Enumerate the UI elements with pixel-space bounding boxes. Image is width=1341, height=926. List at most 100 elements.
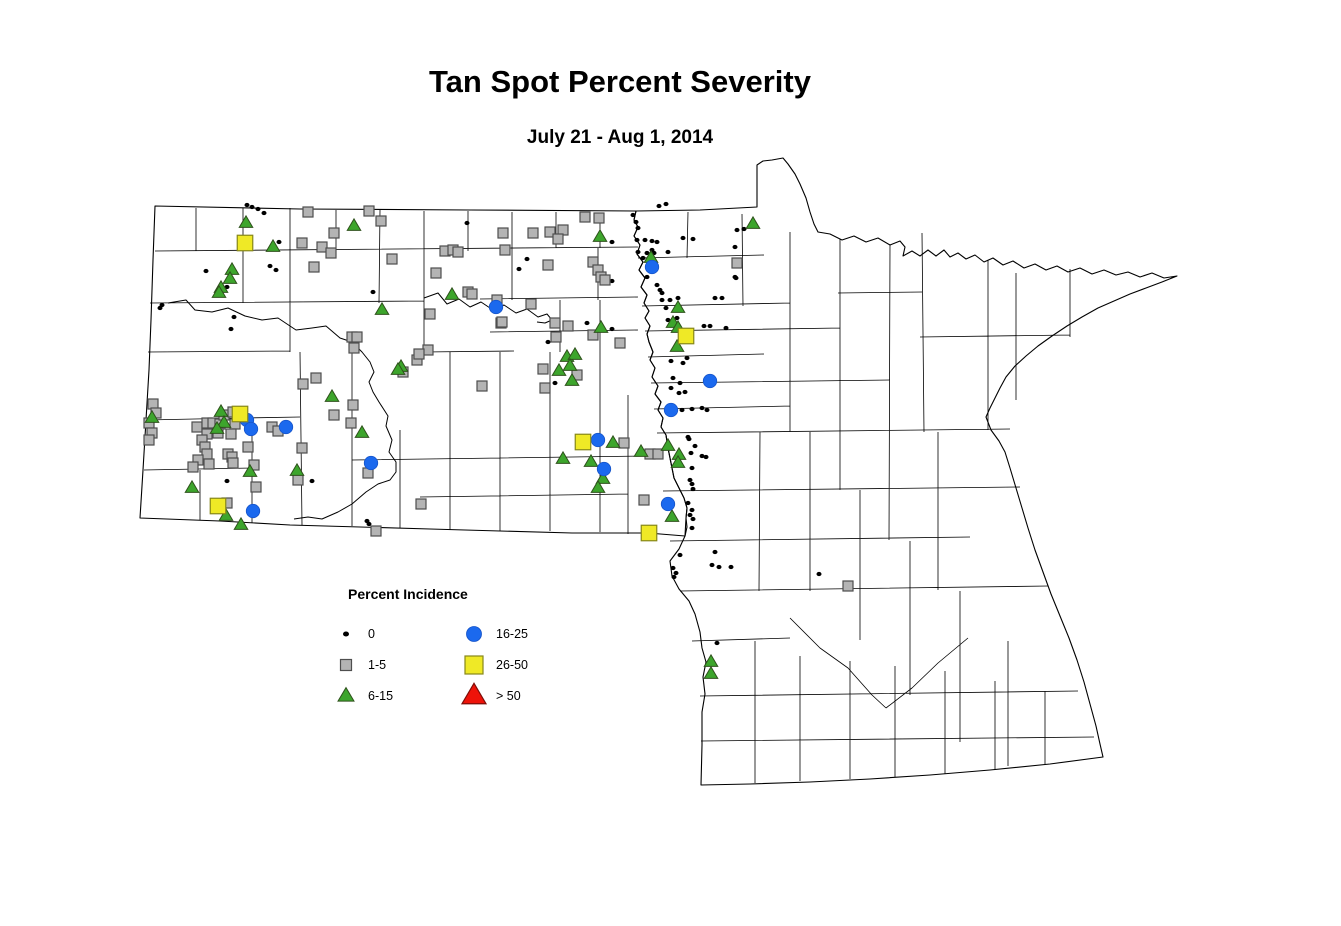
map-point-0 [656,203,662,209]
map-point-0 [680,360,686,366]
map-point-615 [745,215,761,229]
map-point-0 [712,295,718,301]
map-point-615 [222,270,238,284]
legend-marker-square-icon [339,658,353,671]
map-point-15 [363,205,375,217]
map-point-0 [366,521,372,527]
map-point-0 [704,407,710,413]
map-point-15 [539,382,551,394]
map-point-0 [609,278,615,284]
legend-item-1: 1-5 [330,649,458,680]
map-point-0 [665,317,671,323]
legend-marker-square-icon [464,654,484,675]
map-point-0 [249,204,255,210]
map-point-0 [464,220,470,226]
map-point-0 [734,227,740,233]
map-point-615 [233,516,249,530]
map-point-615 [209,420,225,434]
map-point-0 [689,507,695,513]
map-point-15 [599,274,611,286]
map-point-0 [816,571,822,577]
legend-item-2: 6-15 [330,680,458,711]
map-point-15 [143,434,155,446]
legend-label: 6-15 [368,688,394,703]
map-point-15 [187,461,199,473]
map-point-615 [211,284,227,298]
map-point-615 [346,217,362,231]
map-point-0 [267,263,273,269]
map-point-0 [703,454,709,460]
map-point-15 [731,257,743,269]
map-point-0 [370,289,376,295]
map-point-15 [424,308,436,320]
map-point-1625 [644,259,660,275]
map-point-1625 [590,432,606,448]
map-point-0 [712,549,718,555]
map-point-0 [690,516,696,522]
map-point-615 [218,507,234,521]
map-point-0 [677,552,683,558]
map-point-0 [635,249,641,255]
map-point-615 [374,301,390,315]
map-point-0 [552,380,558,386]
legend-item-0: 0 [330,618,458,649]
map-point-0 [707,323,713,329]
map-point-15 [351,331,363,343]
map-point-15 [308,261,320,273]
map-point-0 [741,226,747,232]
map-point-15 [527,227,539,239]
map-point-15 [496,316,508,328]
map-point-0 [714,640,720,646]
map-point-15 [537,363,549,375]
legend-marker-dot-icon [343,630,349,637]
legend-column-left: 0 1-5 6-15 [330,618,458,711]
map-point-15 [562,320,574,332]
map-point-0 [635,225,641,231]
map-point-615 [664,508,680,522]
map-point-15 [310,372,322,384]
map-point-0 [642,237,648,243]
map-point-615 [670,454,686,468]
map-point-1625 [278,419,294,435]
map-point-0 [261,210,267,216]
map-point-15 [525,298,537,310]
map-point-0 [688,450,694,456]
map-point-615 [633,443,649,457]
map-point-615 [551,362,567,376]
map-point-0 [659,290,665,296]
map-point-0 [699,405,705,411]
map-point-615 [224,261,240,275]
map-point-615 [703,653,719,667]
map-subtitle: July 21 - Aug 1, 2014 [526,127,714,148]
legend-item-5: > 50 [458,680,586,711]
map-point-2650 [209,497,227,515]
map-point-0 [670,375,676,381]
map-point-0 [667,297,673,303]
map-point-15 [550,331,562,343]
map-point-0 [640,255,646,261]
map-point-0 [689,406,695,412]
map-point-0 [659,297,665,303]
map-point-0 [671,574,677,580]
map-point-615 [354,424,370,438]
map-point-15 [348,342,360,354]
legend-item-3: 16-25 [458,618,586,649]
map-point-0 [716,564,722,570]
map-point-0 [674,315,680,321]
map-point-15 [476,380,488,392]
map-point-0 [675,295,681,301]
map-point-0 [654,239,660,245]
map-point-0 [684,355,690,361]
map-point-615 [564,372,580,386]
map-point-615 [555,450,571,464]
map-point-615 [289,462,305,476]
legend-label: > 50 [496,688,521,703]
map-point-615 [216,414,232,428]
map-point-615 [265,238,281,252]
map-point-2650 [677,327,695,345]
map-point-15 [316,241,328,253]
map-point-0 [685,434,691,440]
map-point-0 [644,250,650,256]
